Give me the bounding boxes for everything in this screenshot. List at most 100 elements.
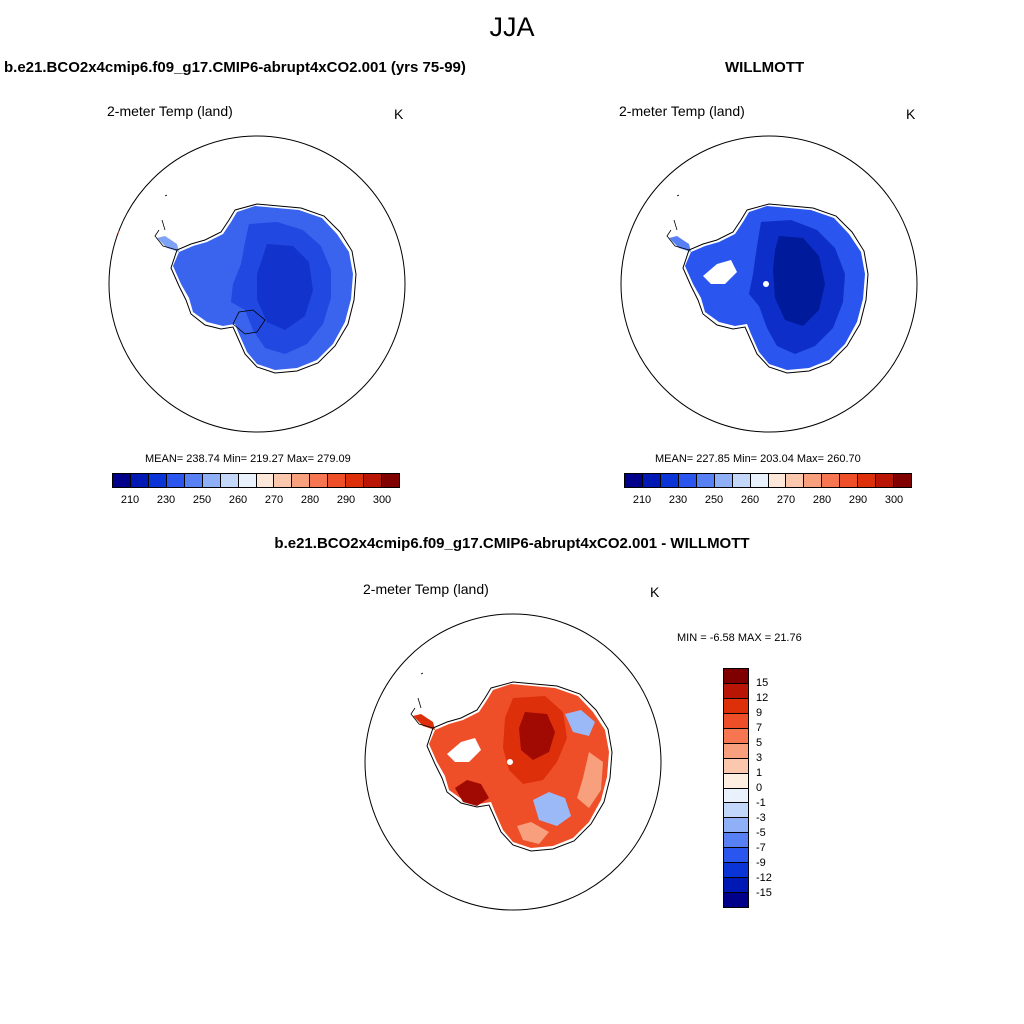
colorbar-tick-label: 270 — [264, 494, 284, 506]
colorbar-cell — [804, 474, 823, 487]
diff-polar-map — [364, 613, 662, 911]
colorbar-cell — [724, 848, 748, 864]
colorbar-cell — [724, 773, 748, 789]
diff-stats: MIN = -6.58 MAX = 21.76 — [677, 632, 802, 644]
colorbar-tick-label: -5 — [756, 827, 766, 839]
colorbar-cell — [724, 833, 748, 849]
colorbar-cell — [642, 474, 661, 487]
right-coastline — [682, 203, 869, 374]
left-case-title: b.e21.BCO2x4cmip6.f09_g17.CMIP6-abrupt4x… — [4, 59, 466, 76]
colorbar-tick-label: 5 — [756, 737, 763, 749]
diff-variable-label: 2-meter Temp (land) — [363, 581, 489, 597]
right-polar-map — [620, 135, 918, 433]
colorbar-cell — [724, 803, 748, 819]
diff-peninsula-coast — [371, 672, 434, 729]
colorbar-tick-label: 7 — [756, 722, 763, 734]
diff-coastline — [426, 681, 613, 852]
diff-cool-south — [533, 792, 571, 826]
colorbar-cell — [876, 474, 895, 487]
colorbar-cell — [732, 474, 751, 487]
diff-peninsula — [413, 714, 435, 730]
colorbar-cell — [858, 474, 877, 487]
right-pole-hole — [763, 281, 769, 287]
colorbar-cell — [894, 474, 911, 487]
colorbar-tick-label: 280 — [812, 494, 832, 506]
colorbar-cell — [724, 683, 748, 699]
colorbar-tick-label: -12 — [756, 872, 772, 884]
right-case-title: WILLMOTT — [725, 59, 805, 76]
left-coastline — [170, 203, 357, 374]
diff-colorbar — [723, 668, 749, 908]
right-peninsula — [669, 236, 691, 252]
right-variable-label: 2-meter Temp (land) — [619, 103, 745, 119]
colorbar-tick-label: 260 — [740, 494, 760, 506]
colorbar-tick-label: 210 — [632, 494, 652, 506]
colorbar-tick-label: 1 — [756, 767, 763, 779]
colorbar-cell — [786, 474, 805, 487]
diff-cool-east — [565, 710, 595, 736]
left-variable-label: 2-meter Temp (land) — [107, 103, 233, 119]
colorbar-tick-label: -9 — [756, 857, 766, 869]
diff-case-title: b.e21.BCO2x4cmip6.f09_g17.CMIP6-abrupt4x… — [274, 535, 750, 552]
colorbar-cell — [328, 474, 347, 487]
left-ice-shelf-line — [232, 309, 266, 335]
colorbar-tick-label: 0 — [756, 782, 763, 794]
colorbar-cell — [696, 474, 715, 487]
left-colorbar — [112, 473, 400, 488]
right-stats: MEAN= 227.85 Min= 203.04 Max= 260.70 — [655, 453, 861, 465]
diff-units-label: K — [650, 584, 660, 600]
colorbar-tick-label: 290 — [336, 494, 356, 506]
colorbar-tick-label: 290 — [848, 494, 868, 506]
colorbar-cell — [274, 474, 293, 487]
left-interior-core — [257, 244, 313, 330]
colorbar-cell — [822, 474, 841, 487]
colorbar-cell — [724, 863, 748, 879]
diff-missing-data — [447, 738, 481, 762]
colorbar-tick-label: 250 — [192, 494, 212, 506]
colorbar-cell — [724, 758, 748, 774]
right-peninsula-coast — [627, 194, 690, 251]
colorbar-cell — [724, 713, 748, 729]
right-units-label: K — [906, 106, 916, 122]
left-stats: MEAN= 238.74 Min= 219.27 Max= 279.09 — [145, 453, 351, 465]
right-colorbar — [624, 473, 912, 488]
colorbar-tick-label: 260 — [228, 494, 248, 506]
diff-hot-core — [519, 712, 555, 760]
colorbar-cell — [724, 818, 748, 834]
colorbar-tick-label: 15 — [756, 677, 769, 689]
colorbar-cell — [148, 474, 167, 487]
colorbar-tick-label: -3 — [756, 812, 766, 824]
diff-pole-hole — [507, 759, 513, 765]
colorbar-cell — [220, 474, 239, 487]
diff-hot-peninsula — [455, 780, 489, 806]
colorbar-cell — [310, 474, 329, 487]
left-polar-map — [108, 135, 406, 433]
colorbar-cell — [166, 474, 185, 487]
colorbar-cell — [184, 474, 203, 487]
colorbar-tick-label: 12 — [756, 692, 769, 704]
colorbar-cell — [113, 474, 131, 487]
colorbar-cell — [364, 474, 383, 487]
colorbar-tick-label: 3 — [756, 752, 763, 764]
colorbar-cell — [256, 474, 275, 487]
colorbar-cell — [724, 743, 748, 759]
left-peninsula-coast — [154, 194, 178, 251]
colorbar-tick-label: 9 — [756, 707, 763, 719]
colorbar-cell — [750, 474, 769, 487]
colorbar-cell — [346, 474, 365, 487]
diff-mild-edge — [577, 752, 603, 808]
colorbar-cell — [238, 474, 257, 487]
colorbar-cell — [840, 474, 859, 487]
colorbar-tick-label: 270 — [776, 494, 796, 506]
colorbar-cell — [382, 474, 399, 487]
right-missing-data — [703, 260, 737, 284]
colorbar-cell — [724, 669, 748, 684]
colorbar-cell — [724, 878, 748, 894]
colorbar-tick-label: 230 — [668, 494, 688, 506]
colorbar-tick-label: 210 — [120, 494, 140, 506]
colorbar-tick-label: 300 — [884, 494, 904, 506]
diff-mild-south — [517, 822, 549, 844]
colorbar-cell — [202, 474, 221, 487]
colorbar-cell — [714, 474, 733, 487]
left-units-label: K — [394, 106, 404, 122]
